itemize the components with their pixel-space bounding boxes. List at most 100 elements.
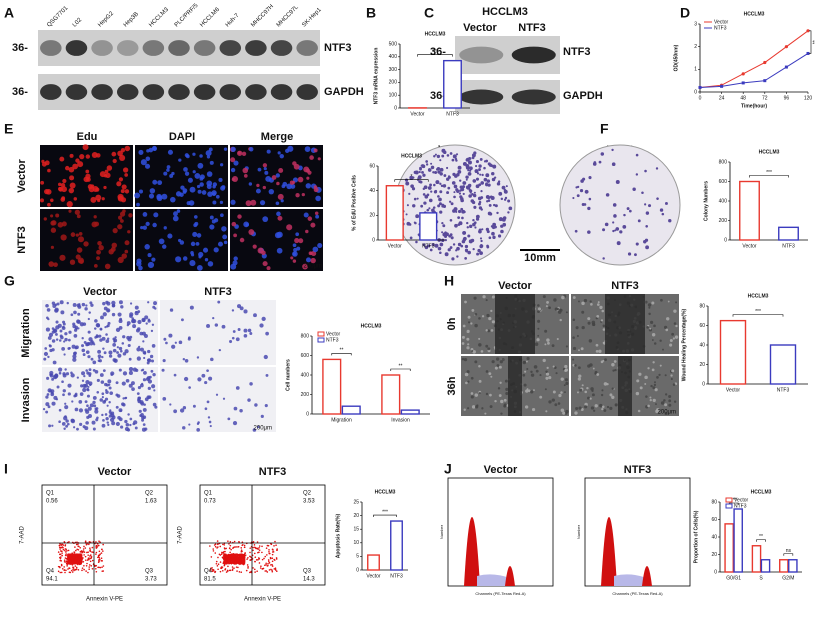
cell xyxy=(230,263,237,270)
cell xyxy=(162,396,167,401)
cell xyxy=(612,369,615,372)
colony xyxy=(433,183,436,187)
cell xyxy=(121,402,125,406)
colony xyxy=(450,202,454,206)
event xyxy=(268,560,270,563)
colony xyxy=(415,214,420,219)
cell xyxy=(307,170,312,175)
colony xyxy=(410,184,414,189)
cell xyxy=(594,404,598,408)
cell xyxy=(161,193,168,200)
cell xyxy=(533,389,535,392)
cell xyxy=(64,368,67,371)
cell xyxy=(463,408,466,411)
event xyxy=(257,548,259,550)
panel-letter: I xyxy=(4,461,8,477)
event xyxy=(213,544,216,546)
cell xyxy=(265,373,269,377)
cell xyxy=(668,394,672,398)
cell xyxy=(83,241,89,247)
cell xyxy=(463,358,468,362)
event xyxy=(276,549,278,551)
colony xyxy=(584,189,589,194)
cell xyxy=(108,354,113,358)
colony xyxy=(438,197,442,202)
colony xyxy=(427,186,432,190)
chart-title: HCCLM3 xyxy=(401,153,422,159)
cell xyxy=(490,329,494,332)
event xyxy=(239,563,241,566)
cell xyxy=(169,308,174,312)
y-tick-label: 60 xyxy=(699,323,705,329)
cell xyxy=(275,173,280,178)
y-tick-label: 2 xyxy=(694,44,697,50)
cell xyxy=(490,309,493,313)
cell xyxy=(190,251,194,255)
cell xyxy=(39,198,45,203)
colony xyxy=(434,153,437,156)
colony xyxy=(668,219,672,223)
cell xyxy=(210,357,214,362)
event xyxy=(77,562,80,564)
event xyxy=(223,563,226,566)
x-tick-label: NTF3 xyxy=(782,243,795,249)
cell xyxy=(69,259,76,265)
cell xyxy=(166,168,170,172)
event xyxy=(95,551,98,554)
y-tick-label: 5 xyxy=(356,554,359,560)
sig-label: * xyxy=(411,174,413,180)
y-tick-label: 40 xyxy=(711,534,717,540)
event xyxy=(230,555,232,558)
cell xyxy=(162,359,166,363)
event xyxy=(274,540,276,543)
cell xyxy=(113,358,118,363)
colony xyxy=(462,185,466,189)
cell xyxy=(176,209,181,213)
colony xyxy=(435,180,440,185)
cell xyxy=(668,403,672,407)
cell xyxy=(197,162,204,169)
colony xyxy=(623,213,626,217)
cell xyxy=(103,174,108,178)
cell xyxy=(61,380,64,384)
cell xyxy=(565,409,569,414)
event xyxy=(84,547,87,549)
colony xyxy=(459,185,463,189)
sig-label: *** xyxy=(432,49,438,55)
colony xyxy=(583,203,587,206)
cell xyxy=(100,380,105,384)
lane-label: QSG7701 xyxy=(46,5,70,29)
cell xyxy=(614,403,618,407)
cell xyxy=(213,247,219,253)
cell xyxy=(652,361,655,364)
colony xyxy=(587,230,591,234)
colony xyxy=(643,240,647,244)
cell xyxy=(486,313,490,318)
cell xyxy=(76,427,79,431)
cell xyxy=(92,368,96,372)
colony xyxy=(486,179,491,183)
colony xyxy=(443,174,447,177)
cell xyxy=(138,189,144,194)
cell xyxy=(545,305,548,308)
cell xyxy=(243,334,248,338)
cell xyxy=(188,200,195,206)
cell xyxy=(73,426,76,429)
cell xyxy=(82,387,87,393)
cell xyxy=(114,336,117,339)
cell xyxy=(523,383,527,387)
cell xyxy=(186,201,191,206)
event xyxy=(209,569,212,571)
colony xyxy=(503,198,507,201)
event xyxy=(61,543,64,546)
cell xyxy=(467,407,470,410)
bar xyxy=(760,559,771,573)
colony xyxy=(479,173,482,176)
event xyxy=(88,543,90,546)
cell xyxy=(673,309,677,313)
cell xyxy=(92,427,96,431)
y-tick-label: 20 xyxy=(369,213,375,219)
cell xyxy=(313,187,319,193)
cell xyxy=(53,395,58,400)
event xyxy=(240,549,243,552)
